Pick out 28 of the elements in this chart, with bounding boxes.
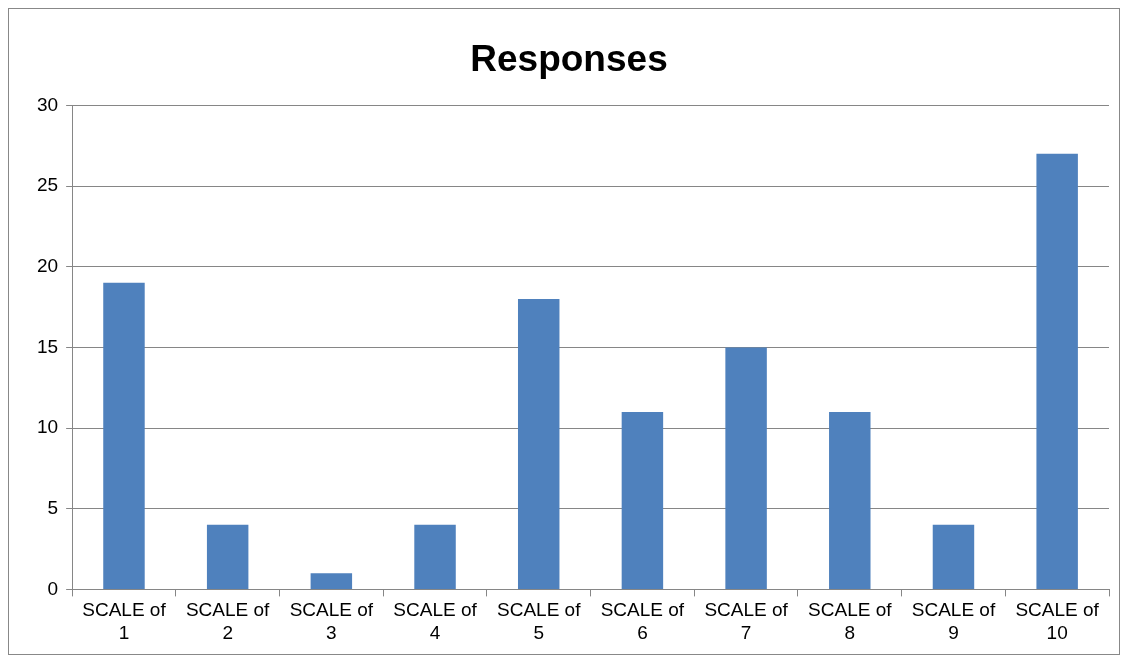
x-tick-label: SCALE of 9 xyxy=(911,599,996,643)
x-tick-label: SCALE of 6 xyxy=(600,599,685,643)
bar xyxy=(621,411,664,589)
y-tick-label: 15 xyxy=(36,335,59,357)
x-tick-label: SCALE of 7 xyxy=(704,599,789,643)
x-tick-label: SCALE of 8 xyxy=(808,599,893,643)
x-tick-label: SCALE of 4 xyxy=(393,599,478,643)
y-tick-label: 5 xyxy=(47,496,59,518)
bar xyxy=(829,411,871,589)
x-tick-label: SCALE of 1 xyxy=(82,599,167,643)
y-tick-label: 0 xyxy=(47,577,59,599)
bar xyxy=(103,282,145,589)
y-tick-label: 10 xyxy=(36,416,59,438)
x-tick-label: SCALE of 10 xyxy=(1015,599,1100,643)
bar xyxy=(310,573,353,589)
bar xyxy=(414,524,456,589)
y-tick-label: 20 xyxy=(36,254,59,276)
bar xyxy=(932,524,975,589)
y-tick-label: 25 xyxy=(36,174,59,196)
bar xyxy=(725,347,767,589)
bar xyxy=(517,299,560,589)
chart-title: Responses xyxy=(470,38,668,80)
bar xyxy=(206,524,249,589)
y-tick-label: 30 xyxy=(36,93,59,115)
x-tick-label: SCALE of 2 xyxy=(185,599,271,643)
x-tick-label: SCALE of 3 xyxy=(289,599,374,643)
x-tick-label: SCALE of 5 xyxy=(497,599,582,643)
bar xyxy=(1036,153,1078,589)
